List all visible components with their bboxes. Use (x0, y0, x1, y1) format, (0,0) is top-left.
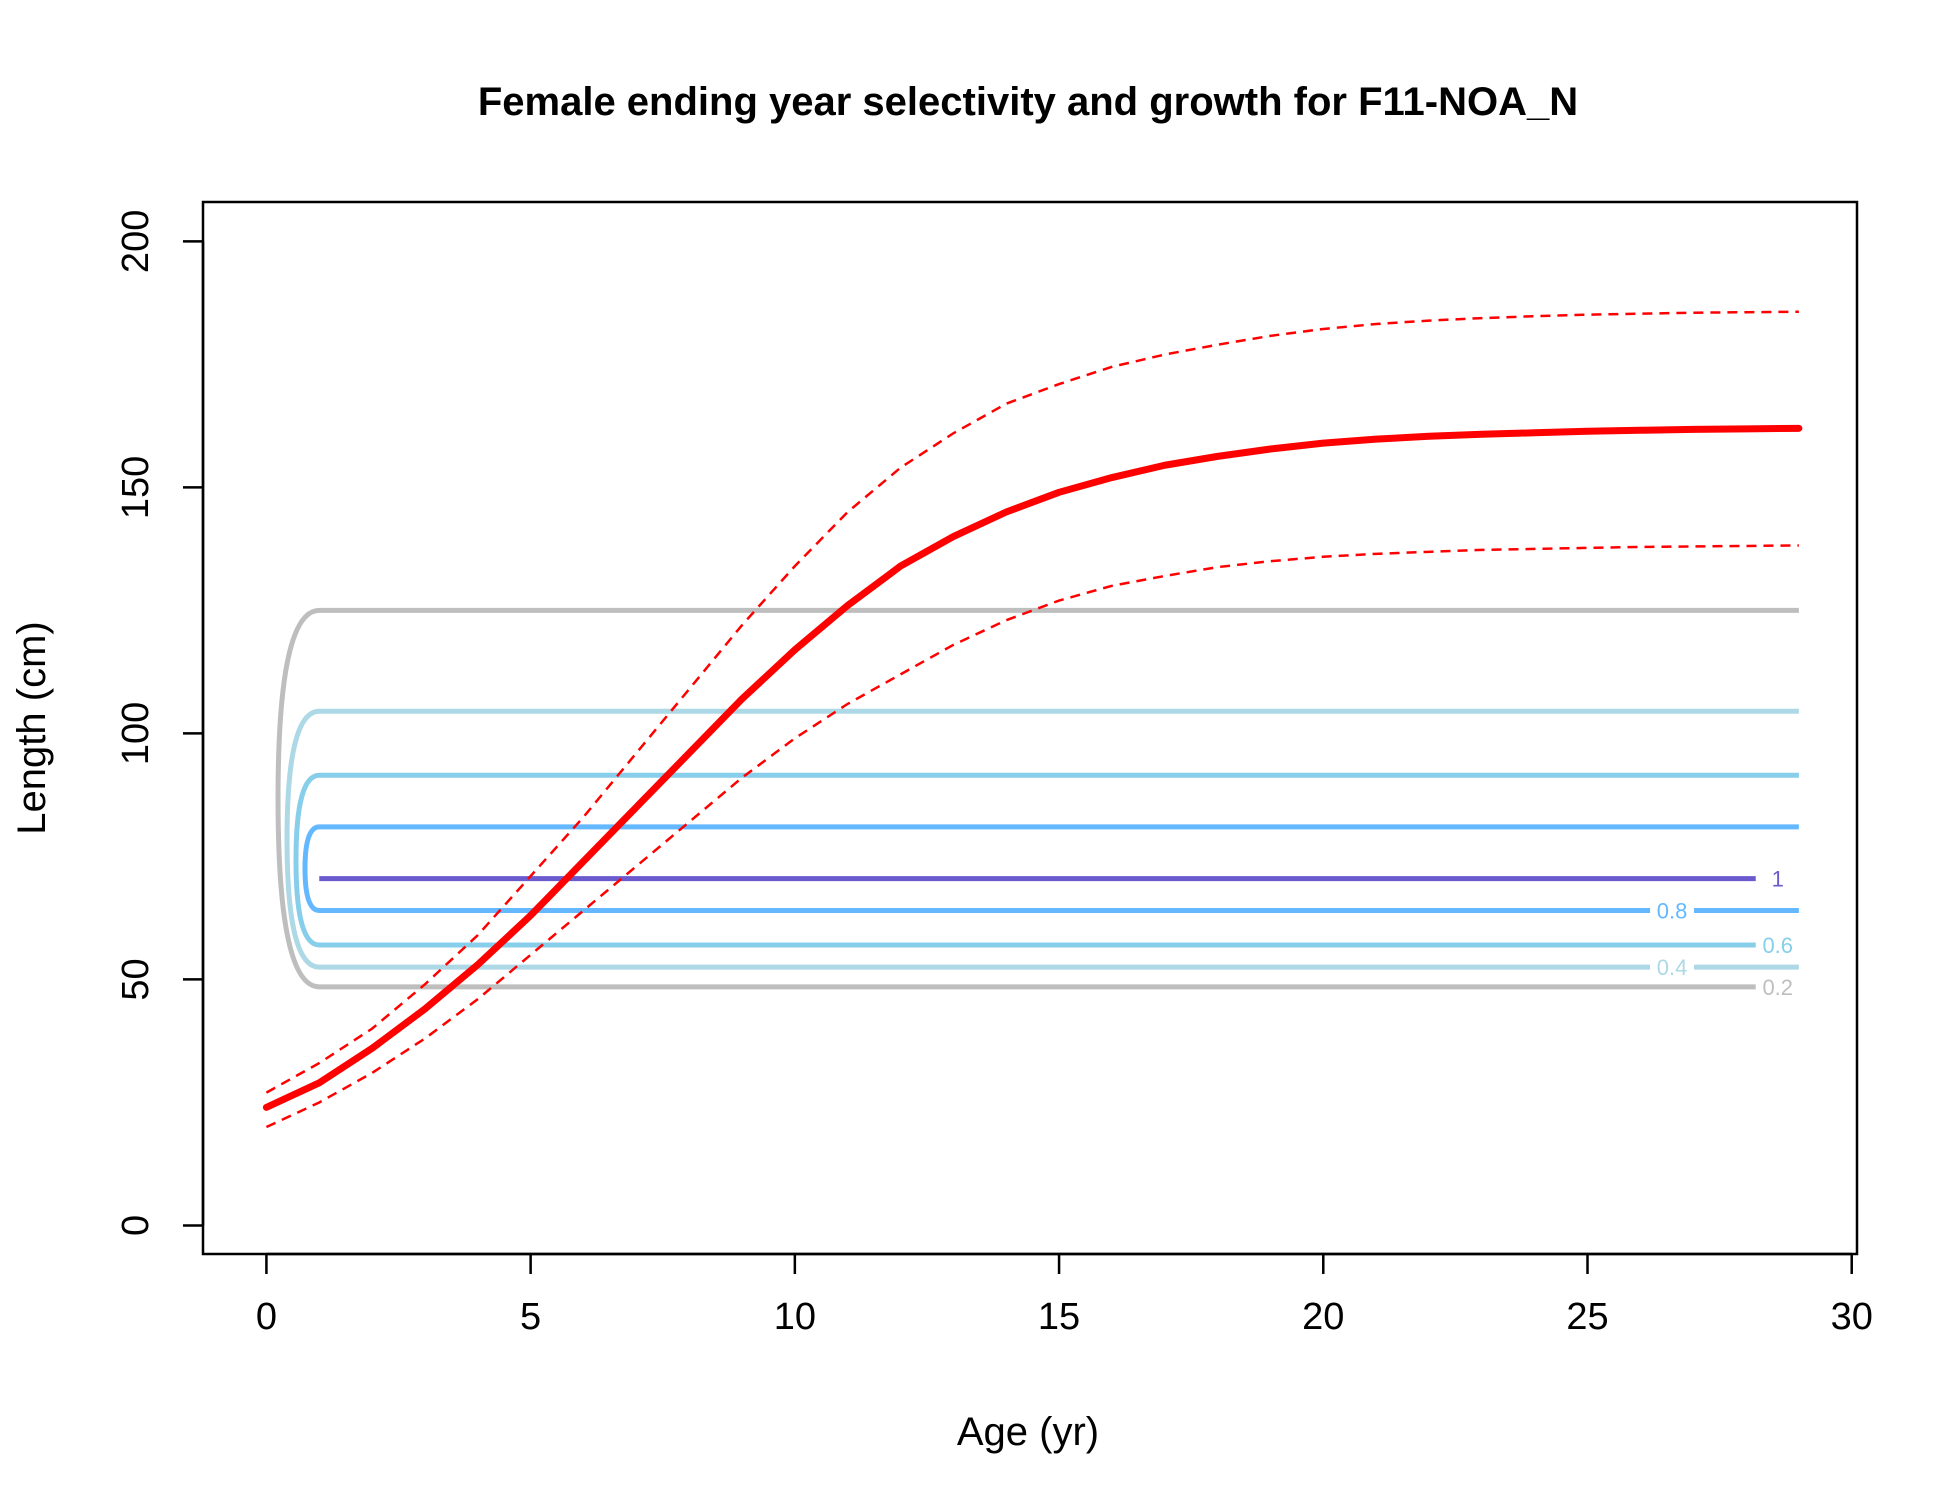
plot-frame (201, 200, 1859, 1256)
x-tick-label: 5 (520, 1296, 541, 1338)
contour-line-0.2 (275, 607, 1799, 990)
y-tick-label: 150 (115, 456, 157, 519)
contour-label-0.8: 0.8 (1657, 899, 1688, 924)
selectivity-contours: 0.2 0.4 0.6 0.8 1 (275, 607, 1800, 1000)
contour-label-0.6: 0.6 (1762, 933, 1793, 958)
x-tick-label: 30 (1831, 1296, 1873, 1338)
x-tick-label: 0 (256, 1296, 277, 1338)
contour-label-bg (1650, 897, 1695, 924)
chart-title: Female ending year selectivity and growt… (478, 80, 1578, 124)
contour-line-0.4 (284, 708, 1799, 970)
growth-mean-line (262, 424, 1803, 1111)
contour-label-0.2: 0.2 (1762, 975, 1793, 1000)
contour-label-0.4: 0.4 (1657, 955, 1688, 980)
growth-curves (262, 310, 1803, 1129)
growth-upper-ci-line (265, 310, 1799, 1094)
x-tick-label: 10 (774, 1296, 816, 1338)
contour-label-bg (1755, 973, 1800, 1000)
y-tick-label: 50 (115, 958, 157, 1000)
contour-label-bg (1650, 954, 1695, 981)
contour-line-0.6 (293, 772, 1799, 948)
contour-line-0.8 (302, 824, 1799, 914)
y-tick-label: 0 (115, 1215, 157, 1236)
x-axis: 0 5 10 15 20 25 30 (256, 1252, 1873, 1338)
y-axis-label: Length (cm) (10, 621, 54, 834)
contour-label-bg (1755, 865, 1800, 892)
x-tick-label: 15 (1038, 1296, 1080, 1338)
contour-label-1: 1 (1772, 867, 1784, 892)
growth-lower-ci-line (265, 544, 1799, 1129)
y-tick-label: 100 (115, 702, 157, 765)
x-tick-label: 20 (1302, 1296, 1344, 1338)
y-axis: 0 50 100 150 200 (115, 210, 205, 1236)
x-tick-label: 25 (1566, 1296, 1608, 1338)
y-tick-label: 200 (115, 210, 157, 273)
contour-label-bg (1755, 931, 1800, 958)
x-axis-label: Age (yr) (957, 1410, 1099, 1454)
